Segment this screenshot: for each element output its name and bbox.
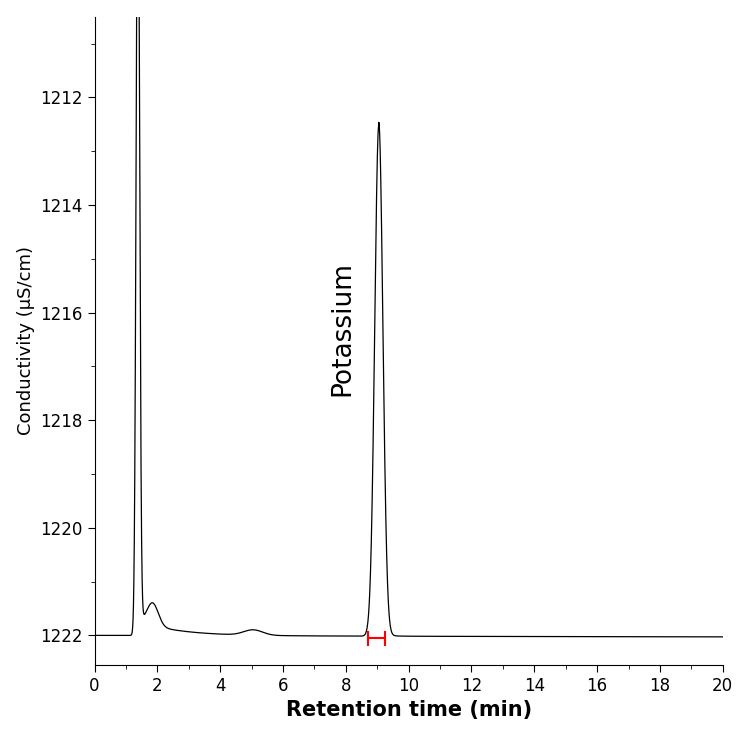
Y-axis label: Conductivity (μS/cm): Conductivity (μS/cm) xyxy=(16,246,34,436)
Text: Potassium: Potassium xyxy=(330,261,356,397)
X-axis label: Retention time (min): Retention time (min) xyxy=(286,700,532,720)
